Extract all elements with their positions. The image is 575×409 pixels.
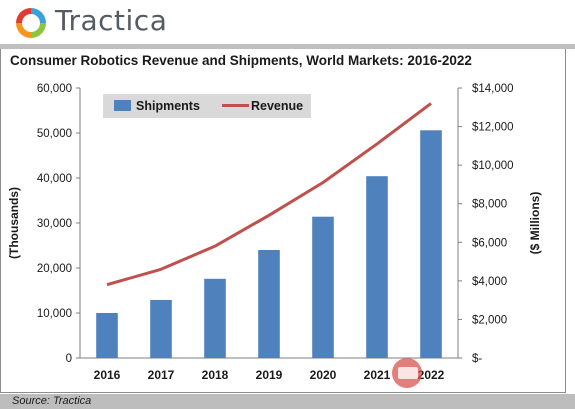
y-tick-label-left: 20,000 — [37, 263, 72, 275]
y-tick-label-right: $10,000 — [472, 160, 514, 172]
bar-shipments — [258, 250, 280, 358]
y-tick-label-left: 0 — [66, 353, 72, 365]
y-tick-label-right: $14,000 — [472, 83, 514, 95]
x-tick-label: 2019 — [256, 368, 283, 382]
brand-name: Tractica — [55, 4, 168, 37]
x-tick-label: 2017 — [148, 368, 175, 382]
y-axis-label-right: ($ Millions) — [528, 192, 542, 255]
x-tick-label: 2018 — [202, 368, 229, 382]
chart-title: Consumer Robotics Revenue and Shipments,… — [10, 53, 472, 68]
footer-bar — [0, 394, 575, 409]
watermark-logo-icon — [392, 358, 422, 388]
y-tick-label-left: 60,000 — [37, 83, 72, 95]
x-tick-label: 2022 — [418, 368, 445, 382]
y-tick-label-left: 40,000 — [37, 173, 72, 185]
y-tick-label-right: $12,000 — [472, 122, 514, 134]
legend-swatch-shipments — [114, 100, 131, 111]
x-tick-label: 2021 — [364, 368, 391, 382]
legend-label-revenue: Revenue — [251, 99, 303, 113]
y-tick-label-left: 50,000 — [37, 128, 72, 140]
y-tick-label-right: $4,000 — [472, 276, 507, 288]
legend-box — [103, 94, 311, 118]
legend-label-shipments: Shipments — [136, 99, 200, 113]
x-tick-label: 2016 — [94, 368, 121, 382]
bar-shipments — [420, 130, 442, 358]
y-tick-label-left: 30,000 — [37, 218, 72, 230]
header: Tractica — [0, 0, 575, 44]
x-tick-label: 2020 — [310, 368, 337, 382]
y-tick-label-right: $6,000 — [472, 237, 507, 249]
bar-shipments — [204, 278, 226, 358]
tractica-logo-icon — [16, 8, 46, 38]
y-axis-label-left: (Thousands) — [7, 187, 21, 259]
bar-shipments — [366, 176, 388, 358]
y-tick-label-right: $8,000 — [472, 199, 507, 211]
bar-shipments — [96, 313, 118, 358]
bar-shipments — [150, 299, 172, 358]
source-note: Source: Tractica — [12, 395, 92, 407]
y-tick-label-left: 10,000 — [37, 308, 72, 320]
y-tick-label-right: $- — [472, 353, 482, 365]
header-divider — [0, 44, 575, 49]
y-tick-label-right: $2,000 — [472, 314, 507, 326]
bar-shipments — [312, 216, 334, 358]
